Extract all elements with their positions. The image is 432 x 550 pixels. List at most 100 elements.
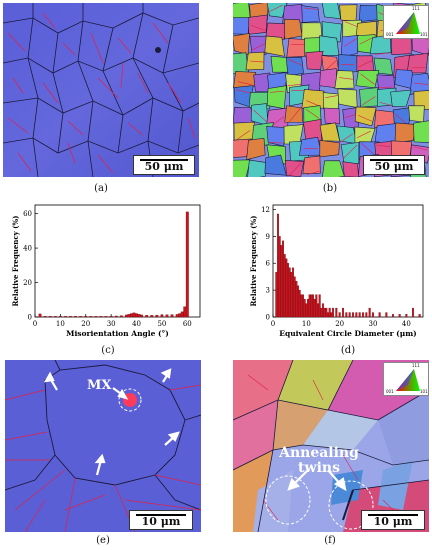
- mx-label: MX: [87, 378, 112, 393]
- panel-caption-a: (a): [94, 183, 108, 194]
- bar: [130, 313, 133, 318]
- bar: [322, 303, 324, 318]
- y-axis-label: Relative Frequency (%): [249, 216, 258, 307]
- ipf-label-right: 101: [420, 389, 428, 394]
- ebsd-map-b-image: [233, 3, 429, 177]
- y-tick-label: 12: [261, 206, 270, 214]
- bar: [94, 316, 98, 318]
- scale-bar-line: [140, 159, 188, 161]
- bar: [295, 281, 298, 318]
- bar: [74, 316, 78, 318]
- scale-bar-label: 10 μm: [141, 515, 181, 528]
- scale-bar-a: 50 μm: [133, 155, 195, 175]
- bar: [378, 312, 381, 318]
- bar: [308, 294, 311, 318]
- scale-bar-b: 50 μm: [363, 155, 425, 175]
- ebsd-map-b: 111 001 101 50 μm: [233, 3, 429, 177]
- bar: [165, 314, 169, 318]
- twin-highlight-left: [265, 475, 311, 525]
- scale-bar-label: 50 μm: [144, 160, 184, 173]
- plot-frame: [34, 204, 201, 318]
- ipf-label-left: 001: [386, 389, 394, 394]
- bar: [303, 298, 306, 318]
- bar: [119, 315, 123, 318]
- bar: [155, 314, 159, 318]
- x-axis-label: Equivalent Circle Diameter (μm): [279, 329, 416, 338]
- bar: [398, 314, 401, 318]
- scale-bar-e: 10 μm: [129, 510, 193, 530]
- bar: [302, 294, 304, 318]
- y-tick-label: 40: [23, 245, 32, 253]
- bar: [160, 314, 164, 318]
- misorientation-chart-svg: 0 10 20 30 40 50 60 0 20 40 60 Misorientation Angle…: [11, 204, 201, 338]
- bar: [280, 245, 283, 318]
- bar: [300, 294, 303, 318]
- bar: [305, 303, 308, 318]
- annotation-line-1: Annealing: [279, 445, 359, 461]
- scale-bar-line: [370, 159, 418, 161]
- bar: [335, 307, 338, 318]
- bar: [338, 312, 341, 318]
- arrow-icons: [287, 469, 347, 492]
- plot-frame: [272, 204, 424, 318]
- bar: [183, 306, 187, 318]
- bar: [282, 240, 284, 318]
- mx-highlight-circle: [118, 388, 142, 412]
- bar: [362, 312, 364, 318]
- arrow-icons: [43, 368, 180, 476]
- y-tick-label: 6: [266, 260, 271, 268]
- x-tick-label: 60: [183, 320, 192, 328]
- x-tick-label: 20: [335, 320, 344, 328]
- ipf-triangle-icon: [396, 12, 420, 34]
- bar: [320, 307, 323, 318]
- bar: [180, 311, 184, 318]
- bar: [127, 314, 131, 318]
- mx-precipitate: [123, 393, 137, 407]
- bar: [298, 289, 301, 318]
- bar: [283, 254, 286, 318]
- ipf-triangle-icon: [396, 369, 420, 391]
- bar: [315, 294, 318, 318]
- ipf-label-top: 111: [412, 363, 420, 368]
- panel-caption-d: (d): [340, 345, 356, 356]
- annealing-twins-label: Annealing twins: [279, 446, 359, 476]
- bar: [79, 316, 83, 318]
- panel-caption-c: (c): [101, 345, 115, 356]
- twin-highlight-right: [328, 480, 374, 530]
- bar: [84, 316, 88, 318]
- bar: [58, 316, 62, 318]
- bar: [170, 314, 174, 318]
- bar: [104, 316, 108, 318]
- x-tick-label: 40: [402, 320, 411, 328]
- bar: [352, 312, 354, 318]
- bar: [405, 314, 408, 318]
- diameter-chart-svg: 0 10 20 30 40 0 3 6 9 12 Equivalent Circle Diamete…: [249, 204, 424, 338]
- ebsd-map-f: 111 001 101 Annealing twins 10 μm: [233, 360, 429, 532]
- bar: [307, 298, 309, 318]
- bar: [327, 312, 329, 318]
- panel-caption-e: (e): [96, 535, 110, 546]
- bar: [418, 314, 421, 318]
- x-tick-label: 30: [369, 320, 378, 328]
- y-tick-label: 9: [266, 233, 270, 241]
- x-tick-label: 20: [81, 320, 90, 328]
- bar: [137, 314, 141, 318]
- ebsd-map-e-image: [5, 360, 201, 532]
- bar: [297, 285, 299, 318]
- bar: [355, 312, 358, 318]
- scale-bar-f: 10 μm: [361, 510, 425, 530]
- bars: [38, 211, 189, 318]
- x-tick-label: 0: [271, 320, 275, 328]
- annotation-line-2: twins: [298, 460, 340, 476]
- bar: [53, 316, 57, 318]
- bar: [313, 298, 316, 318]
- misorientation-chart: 0 10 20 30 40 50 60 0 20 40 60 Misorientation Angle…: [0, 200, 216, 340]
- bar: [277, 213, 279, 318]
- bar: [124, 314, 128, 318]
- ipf-label-left: 001: [386, 32, 394, 37]
- scale-bar-line: [368, 514, 418, 516]
- bar: [325, 307, 328, 318]
- bar: [185, 211, 189, 318]
- bar: [412, 307, 414, 318]
- bar: [175, 314, 179, 318]
